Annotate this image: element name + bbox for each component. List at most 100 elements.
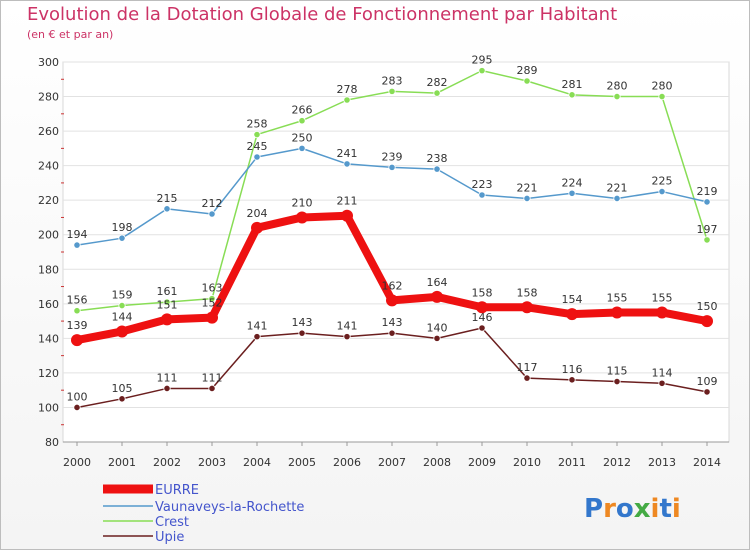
data-label: 144 bbox=[112, 310, 133, 323]
data-point bbox=[118, 301, 126, 310]
legend-label: Upie bbox=[155, 530, 184, 545]
data-label: 250 bbox=[292, 131, 313, 144]
plot-area bbox=[62, 61, 730, 443]
x-tick-label: 2004 bbox=[243, 456, 271, 469]
x-tick-label: 2013 bbox=[648, 456, 676, 469]
x-tick-label: 2009 bbox=[468, 456, 496, 469]
data-label: 141 bbox=[337, 320, 358, 333]
data-point bbox=[476, 301, 488, 314]
data-label: 221 bbox=[517, 181, 538, 194]
data-point bbox=[71, 334, 83, 347]
data-label: 152 bbox=[202, 297, 223, 310]
data-label: 282 bbox=[427, 76, 448, 89]
data-label: 159 bbox=[112, 289, 133, 302]
y-tick-label: 260 bbox=[38, 125, 59, 138]
data-label: 258 bbox=[247, 118, 268, 131]
y-tick-label: 100 bbox=[38, 401, 59, 414]
chart-subtitle: (en € et par an) bbox=[27, 28, 114, 41]
x-tick-label: 2008 bbox=[423, 456, 451, 469]
data-point bbox=[613, 377, 621, 386]
data-point bbox=[433, 89, 441, 97]
x-tick-label: 2000 bbox=[63, 456, 91, 469]
data-label: 280 bbox=[652, 80, 673, 93]
data-label: 140 bbox=[427, 321, 448, 334]
data-point bbox=[703, 198, 711, 206]
data-point bbox=[163, 298, 171, 306]
data-point bbox=[298, 329, 306, 337]
data-label: 150 bbox=[697, 300, 718, 313]
legend-label: Crest bbox=[155, 515, 189, 530]
data-point bbox=[701, 315, 713, 328]
data-point bbox=[658, 187, 666, 196]
data-label: 283 bbox=[382, 74, 403, 87]
data-point bbox=[613, 194, 621, 203]
data-label: 197 bbox=[697, 223, 718, 236]
y-tick-label: 300 bbox=[38, 56, 59, 69]
data-point bbox=[611, 306, 623, 319]
data-label: 221 bbox=[607, 181, 628, 194]
data-point bbox=[523, 77, 531, 85]
data-label: 241 bbox=[337, 147, 358, 160]
data-label: 111 bbox=[157, 371, 178, 384]
data-point bbox=[656, 306, 668, 319]
data-label: 114 bbox=[652, 366, 673, 379]
x-tick-label: 2001 bbox=[108, 456, 136, 469]
data-point bbox=[568, 189, 576, 197]
y-tick-label: 220 bbox=[38, 194, 59, 207]
data-point bbox=[568, 91, 576, 99]
x-tick-label: 2012 bbox=[603, 456, 631, 469]
data-label: 239 bbox=[382, 150, 403, 163]
x-tick-label: 2006 bbox=[333, 456, 361, 469]
data-point bbox=[73, 241, 81, 249]
data-label: 109 bbox=[697, 375, 718, 388]
data-label: 198 bbox=[112, 221, 133, 234]
y-tick-label: 180 bbox=[38, 263, 59, 276]
data-label: 105 bbox=[112, 382, 133, 395]
data-point bbox=[478, 324, 486, 332]
data-point bbox=[251, 221, 263, 234]
data-label: 280 bbox=[607, 80, 628, 93]
data-label: 224 bbox=[562, 176, 583, 189]
x-tick-label: 2007 bbox=[378, 456, 406, 469]
data-point bbox=[433, 165, 441, 173]
y-tick-label: 140 bbox=[38, 332, 59, 345]
data-label: 115 bbox=[607, 365, 628, 378]
data-point bbox=[253, 130, 261, 139]
data-point bbox=[118, 234, 126, 242]
data-point bbox=[298, 144, 306, 152]
data-point bbox=[523, 194, 531, 203]
y-tick-label: 120 bbox=[38, 367, 59, 380]
data-point bbox=[568, 376, 576, 384]
data-point bbox=[73, 307, 81, 315]
data-label: 210 bbox=[292, 196, 313, 209]
data-label: 156 bbox=[67, 294, 88, 307]
data-point bbox=[613, 92, 621, 101]
chart-title: Evolution de la Dotation Globale de Fonc… bbox=[27, 4, 618, 25]
data-label: 266 bbox=[292, 104, 313, 117]
data-point bbox=[478, 67, 486, 75]
data-point bbox=[206, 311, 218, 324]
data-point bbox=[566, 308, 578, 321]
data-label: 158 bbox=[472, 286, 493, 299]
data-label: 158 bbox=[517, 286, 538, 299]
data-label: 117 bbox=[517, 361, 538, 374]
data-point bbox=[73, 403, 81, 412]
data-label: 141 bbox=[247, 320, 268, 333]
proxiti-logo: Proxiti bbox=[584, 494, 681, 524]
data-point bbox=[253, 333, 261, 341]
y-tick-label: 80 bbox=[45, 436, 59, 449]
y-tick-label: 200 bbox=[38, 229, 59, 242]
data-label: 111 bbox=[202, 371, 223, 384]
data-point bbox=[388, 87, 396, 95]
data-point bbox=[658, 379, 666, 387]
data-point bbox=[478, 191, 486, 199]
x-tick-label: 2014 bbox=[693, 456, 721, 469]
data-point bbox=[161, 313, 173, 326]
data-point bbox=[343, 96, 351, 104]
data-point bbox=[116, 325, 128, 338]
y-tick-label: 240 bbox=[38, 160, 59, 173]
data-label: 212 bbox=[202, 197, 223, 210]
data-point bbox=[521, 301, 533, 314]
